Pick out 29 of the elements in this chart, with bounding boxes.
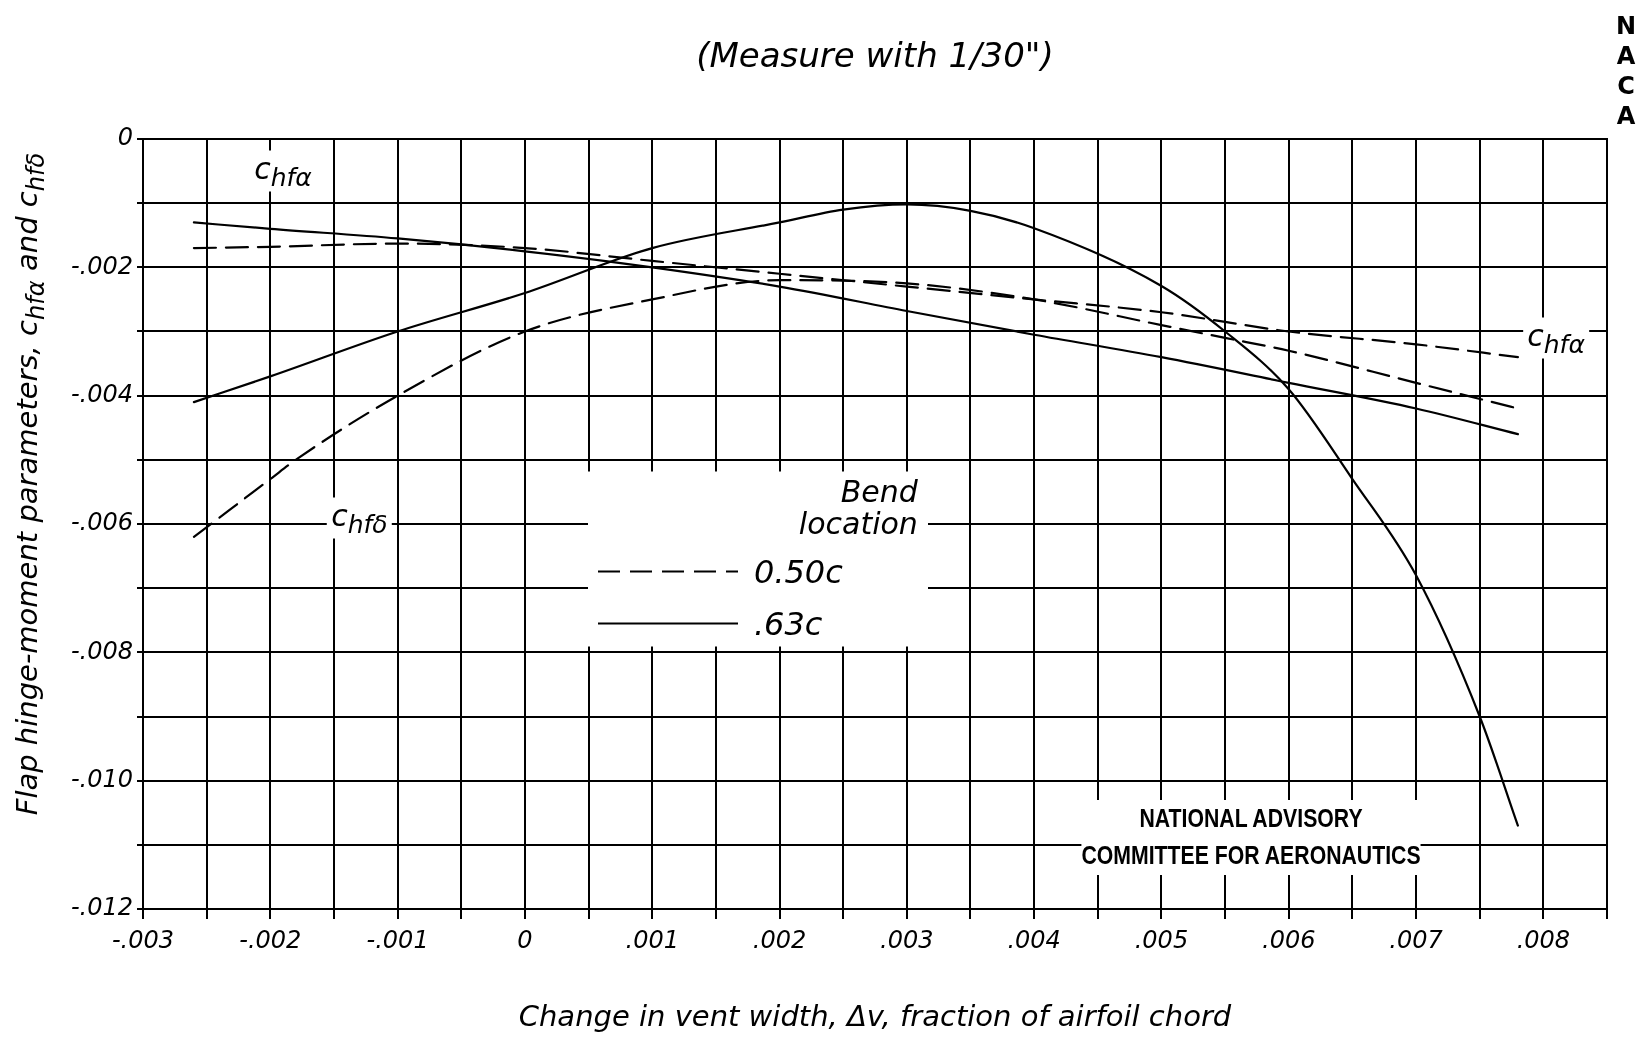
annotation: c$_{hfα}$	[1523, 317, 1589, 359]
x-tick-label: 0	[517, 925, 533, 954]
y-tick-label: -.010	[70, 764, 133, 793]
y-tick-label: -.004	[70, 379, 133, 408]
x-tick-label: .003	[880, 925, 934, 954]
y-tick-label: -.012	[70, 893, 133, 922]
legend-label: .63c	[753, 604, 823, 643]
x-tick-label: .005	[1134, 925, 1189, 954]
x-tick-label: .008	[1516, 925, 1571, 954]
x-tick-label: .006	[1262, 925, 1316, 954]
annotation: NATIONAL ADVISORY COMMITTEE FOR AERONAUTICS	[1080, 799, 1421, 875]
legend-label: 0.50c	[753, 552, 843, 591]
y-tick-label: -.008	[70, 636, 133, 665]
x-tick-label: -.003	[111, 925, 175, 954]
y-tick-label: -.006	[70, 508, 133, 537]
legend-title: Bend location	[797, 473, 918, 540]
y-tick-label: -.002	[70, 251, 133, 280]
x-tick-label: .001	[625, 925, 679, 954]
x-tick-label: -.001	[366, 925, 429, 954]
chart-title: (Measure with 1/30")	[696, 35, 1054, 75]
x-axis-title: Change in vent width, Δv, fraction of airfoil chord	[518, 999, 1232, 1033]
x-tick-label: .002	[752, 925, 807, 954]
x-tick-label: .004	[1007, 925, 1061, 954]
annotation: c$_{hfδ}$	[327, 497, 392, 539]
x-tick-label: -.002	[239, 925, 302, 954]
text: NACA	[1612, 12, 1639, 132]
annotation: c$_{hfα}$	[250, 150, 316, 192]
x-tick-label: .007	[1389, 925, 1444, 954]
y-tick-label: 0	[117, 123, 133, 152]
